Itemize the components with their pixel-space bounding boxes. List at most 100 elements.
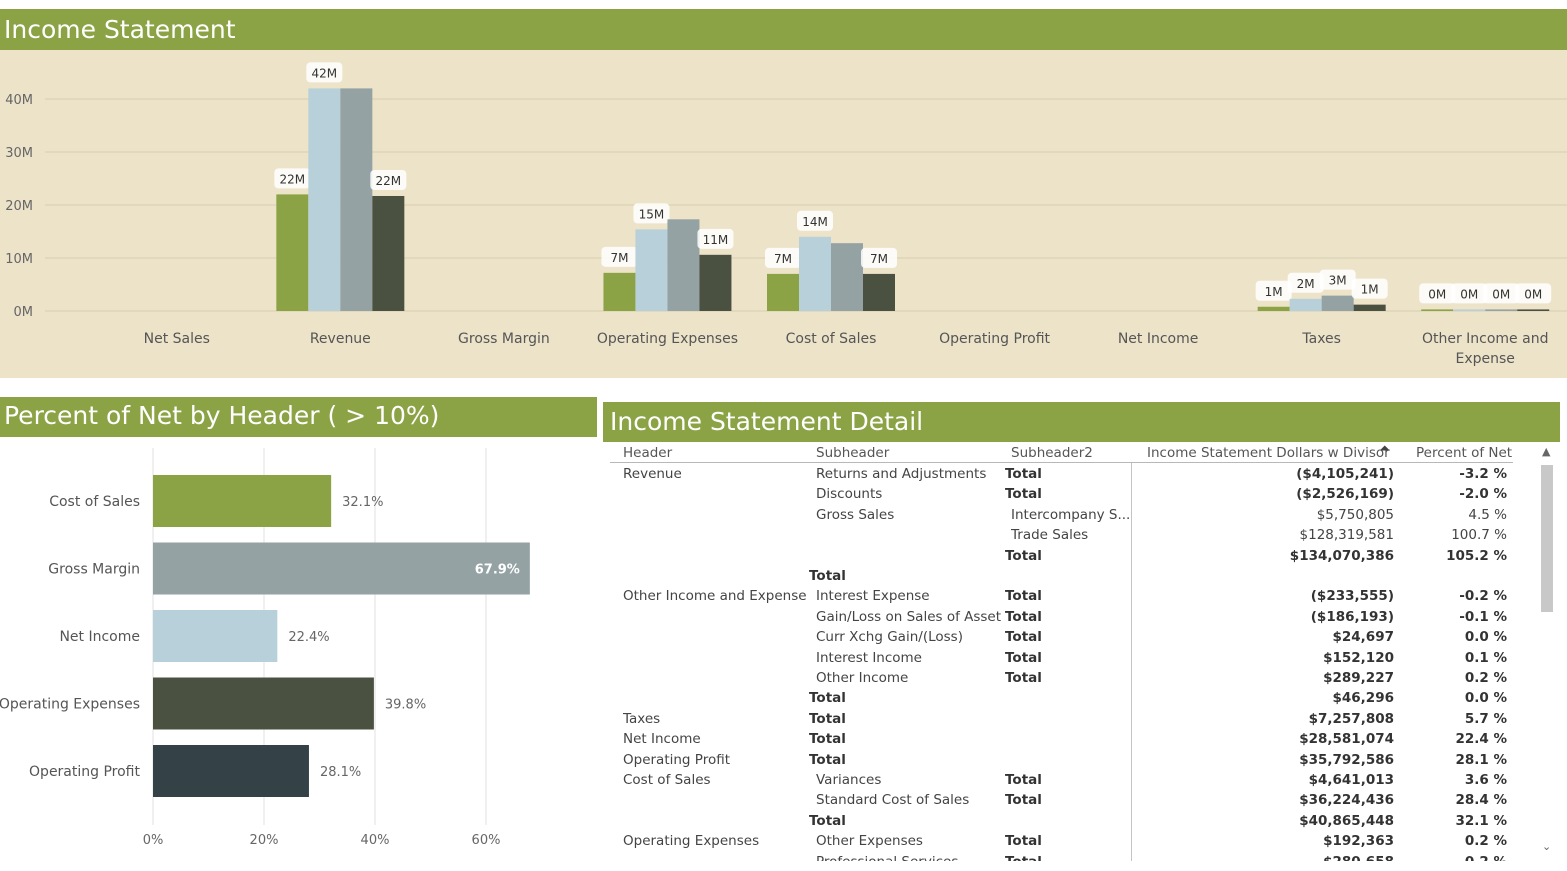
table-row[interactable]: Standard Cost of Sales Total $36,224,436 28… xyxy=(610,792,1530,812)
x-category-label: Taxes xyxy=(1301,331,1341,347)
table-row[interactable]: Curr Xchg Gain/(Loss) Total $24,697 0.0 % xyxy=(610,629,1530,649)
data-label-box xyxy=(1515,283,1552,304)
cell-p: -2.0 % xyxy=(1459,486,1507,503)
cell-s: Gain/Loss on Sales of Asset xyxy=(816,608,1002,625)
data-label-box xyxy=(1319,269,1356,290)
cell-s2: Total xyxy=(1005,629,1042,646)
cell-s2: Total xyxy=(1005,772,1042,788)
cell-p: 100.7 % xyxy=(1451,527,1507,544)
income-statement-detail-table[interactable]: Header Subheader Subheader2 Income State… xyxy=(610,443,1540,861)
column-bar[interactable] xyxy=(1257,306,1290,311)
cell-d: $36,224,436 xyxy=(1299,792,1394,809)
table-scrollbar[interactable]: ▲ ⌄ xyxy=(1539,445,1556,859)
cell-d: ($233,555) xyxy=(1310,588,1394,605)
cell-d: ($4,105,241) xyxy=(1296,466,1394,482)
table-row[interactable]: Discounts Total ($2,526,169) -2.0 % xyxy=(610,486,1530,506)
scroll-up-icon[interactable]: ▲ xyxy=(1542,445,1551,458)
table-row[interactable]: Gross Sales Intercompany S... $5,750,805 4.… xyxy=(610,507,1530,527)
column-bar[interactable] xyxy=(1353,304,1386,311)
cell-d: $289,227 xyxy=(1323,670,1394,686)
y-category-label: Cost of Sales xyxy=(49,494,140,510)
x-category-label: Net Income xyxy=(1118,331,1199,347)
cell-d: $40,865,448 xyxy=(1299,812,1394,829)
sort-ascending-icon[interactable]: ⏶ xyxy=(1379,443,1391,457)
data-label: 22M xyxy=(376,174,402,188)
cell-s: Total xyxy=(809,751,846,768)
table-row[interactable]: Net Income Total $28,581,074 22.4 % xyxy=(610,731,1530,751)
x-tick-label: 20% xyxy=(250,833,279,848)
column-bar[interactable] xyxy=(1289,298,1322,311)
column-bar[interactable] xyxy=(372,195,405,311)
column-bar[interactable] xyxy=(1485,309,1518,311)
table-row[interactable]: Other Income and Expense Interest Expense… xyxy=(610,588,1530,608)
hbar[interactable] xyxy=(153,745,309,797)
data-label-box xyxy=(1351,278,1388,299)
cell-d: $24,697 xyxy=(1332,629,1395,646)
hbar[interactable] xyxy=(153,610,278,662)
cell-s: Other Expenses xyxy=(816,833,923,850)
column-bar[interactable] xyxy=(699,254,732,311)
column-bar[interactable] xyxy=(276,194,309,311)
cell-d: $7,257,808 xyxy=(1308,710,1394,727)
table-row[interactable]: Total $134,070,386 105.2 % xyxy=(610,548,1530,568)
hbar[interactable] xyxy=(153,677,374,730)
cell-d: $280,658 xyxy=(1323,854,1394,861)
column-bar[interactable] xyxy=(635,229,668,311)
cell-s: Gross Sales xyxy=(816,506,895,523)
column-bar[interactable] xyxy=(831,243,863,311)
table-row[interactable]: Other Income Total $289,227 0.2 % xyxy=(610,670,1530,690)
scrollbar-thumb[interactable] xyxy=(1541,465,1553,612)
column-bar[interactable] xyxy=(603,272,636,311)
table-row[interactable]: Trade Sales $128,319,581 100.7 % xyxy=(610,527,1530,547)
column-bar[interactable] xyxy=(1421,309,1454,311)
cell-s2: Total xyxy=(1005,588,1042,605)
table-row[interactable]: Professional Services Total $280,658 0.2 % xyxy=(610,854,1530,861)
data-label-box xyxy=(1287,272,1324,293)
column-divider xyxy=(1131,463,1132,861)
hbar[interactable] xyxy=(153,542,530,595)
cell-s2: Total xyxy=(1005,670,1042,686)
column-bar[interactable] xyxy=(340,88,373,312)
column-bar[interactable] xyxy=(667,219,700,311)
column-bar[interactable] xyxy=(308,88,341,312)
table-row[interactable]: Operating Profit Total $35,792,586 28.1 % xyxy=(610,752,1530,772)
x-category-label: Cost of Sales xyxy=(786,331,877,347)
hbar-value-label: 32.1% xyxy=(342,495,383,510)
table-row[interactable]: Total $40,865,448 32.1 % xyxy=(610,813,1530,833)
cell-s: Variances xyxy=(816,772,882,788)
data-label: 0M xyxy=(1460,287,1478,301)
column-header-dollars[interactable]: Income Statement Dollars w Divisor xyxy=(1147,445,1390,461)
cell-p: 0.0 % xyxy=(1464,629,1507,646)
data-label-box xyxy=(601,246,638,267)
table-row[interactable]: Total xyxy=(610,568,1530,588)
column-bar[interactable] xyxy=(1453,309,1486,311)
cell-h: Revenue xyxy=(623,466,682,482)
column-header-subheader2[interactable]: Subheader2 xyxy=(1011,445,1093,461)
table-row[interactable]: Gain/Loss on Sales of Asset Total ($186,19… xyxy=(610,609,1530,629)
table-row[interactable]: Interest Income Total $152,120 0.1 % xyxy=(610,650,1530,670)
scroll-down-icon[interactable]: ⌄ xyxy=(1542,840,1552,853)
column-header-percent-of-net[interactable]: Percent of Net xyxy=(1416,445,1513,461)
column-bar[interactable] xyxy=(1517,309,1550,311)
cell-p: 3.6 % xyxy=(1464,772,1507,788)
table-row[interactable]: Operating Expenses Other Expenses Total $19… xyxy=(610,833,1530,853)
table-row[interactable]: Total $46,296 0.0 % xyxy=(610,690,1530,710)
income-statement-detail-title: Income Statement Detail xyxy=(603,402,1560,442)
cell-p: 32.1 % xyxy=(1455,812,1507,829)
data-label-box xyxy=(797,210,833,231)
table-row[interactable]: Cost of Sales Variances Total $4,641,013 3.6… xyxy=(610,772,1530,792)
column-bar[interactable] xyxy=(767,273,799,311)
column-header-header[interactable]: Header xyxy=(623,445,673,461)
x-category-label: Operating Profit xyxy=(939,331,1050,347)
hbar[interactable] xyxy=(153,475,332,527)
column-bar[interactable] xyxy=(799,236,831,311)
table-row[interactable]: Revenue Returns and Adjustments Total ($4,1… xyxy=(610,466,1530,486)
cell-s: Discounts xyxy=(816,486,883,503)
data-label: 15M xyxy=(639,207,665,221)
column-bar[interactable] xyxy=(1321,295,1354,311)
table-row[interactable]: Taxes Total $7,257,808 5.7 % xyxy=(610,711,1530,731)
column-bar[interactable] xyxy=(863,273,895,311)
x-category-label: Expense xyxy=(1456,351,1515,367)
column-header-subheader[interactable]: Subheader xyxy=(816,445,890,461)
x-category-label: Other Income and xyxy=(1422,331,1549,347)
